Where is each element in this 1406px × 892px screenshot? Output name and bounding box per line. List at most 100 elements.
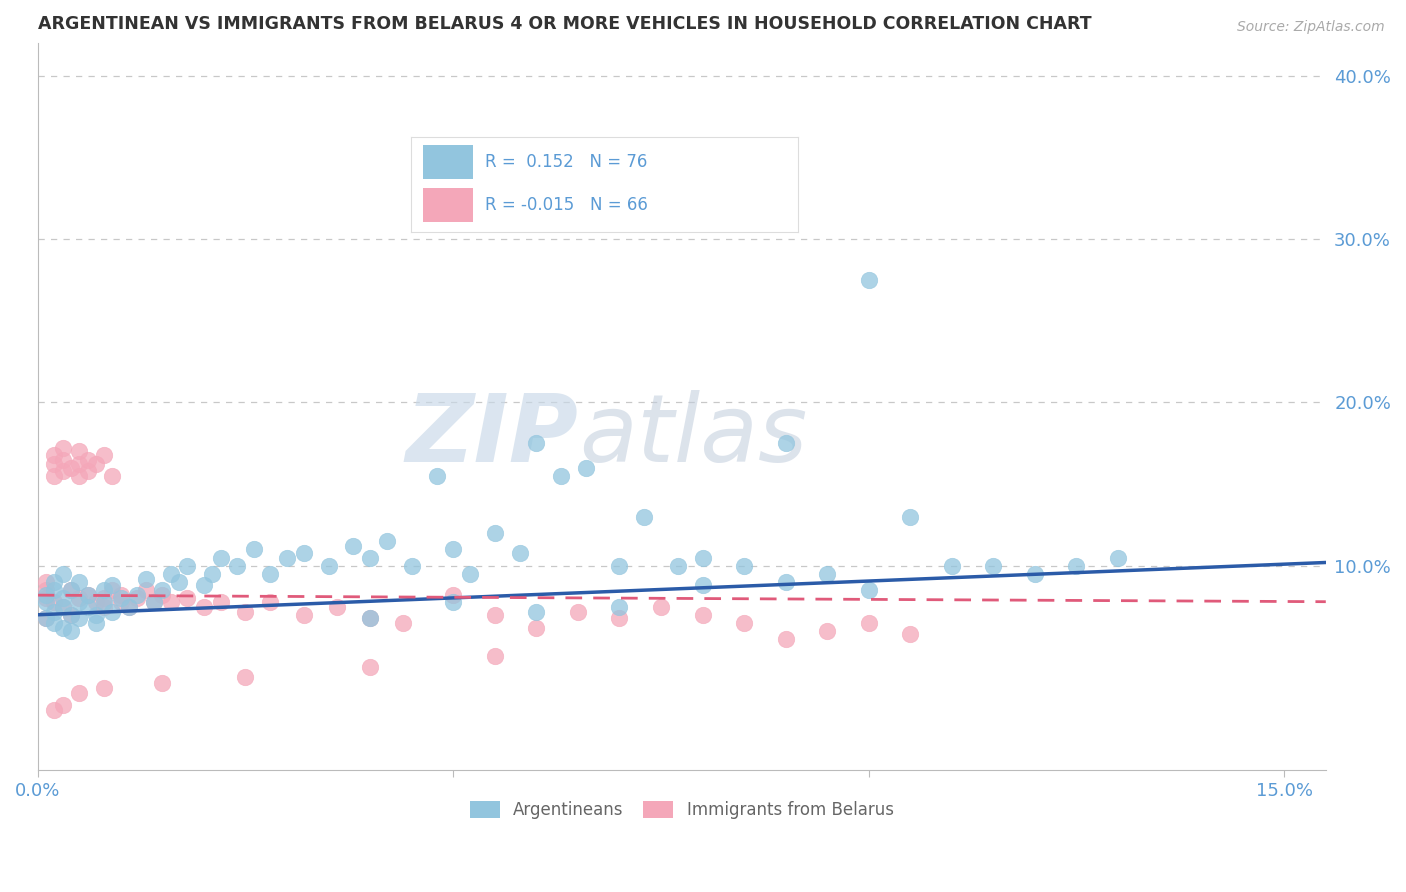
Point (441, 595, 464, 609)
Point (44, 615, 66, 630)
Point (35, 591, 58, 606)
Point (76, 599, 98, 614)
Point (44, 575, 66, 590)
Point (550, 469, 572, 483)
Point (524, 605, 547, 619)
Point (101, 583, 124, 598)
Point (52, 452, 75, 467)
Point (135, 572, 157, 586)
Point (159, 595, 181, 609)
Point (276, 550, 298, 565)
Point (93, 681, 115, 696)
Point (484, 607, 506, 622)
Point (35, 588, 58, 602)
Point (733, 558, 755, 573)
Point (84, 615, 107, 630)
Point (775, 632, 797, 647)
Point (1066, 558, 1088, 573)
Point (692, 607, 714, 622)
Point (259, 566, 281, 581)
Point (67, 458, 90, 472)
Point (242, 542, 264, 557)
Point (392, 615, 415, 630)
Point (633, 509, 655, 524)
Point (59, 607, 82, 622)
Point (35, 611, 58, 625)
Point (524, 436, 547, 450)
Point (524, 621, 547, 635)
Point (110, 591, 132, 606)
Point (93, 595, 115, 609)
Point (575, 460, 598, 475)
Point (567, 605, 589, 619)
Point (401, 558, 423, 573)
Point (84, 595, 107, 609)
Point (84, 607, 107, 622)
Point (815, 566, 838, 581)
Point (35, 583, 58, 598)
Point (441, 588, 464, 602)
Point (118, 599, 141, 614)
Point (52, 464, 75, 478)
Point (59, 583, 82, 598)
Point (52, 441, 75, 455)
Point (209, 595, 232, 609)
Point (167, 575, 190, 590)
Point (59, 583, 82, 598)
Point (941, 558, 963, 573)
Point (609, 611, 631, 625)
Point (1024, 566, 1046, 581)
Point (692, 578, 714, 592)
Point (292, 546, 315, 560)
Point (359, 611, 381, 625)
Point (44, 448, 66, 462)
Point (35, 611, 58, 625)
Point (59, 607, 82, 622)
Point (235, 605, 257, 619)
Point (609, 599, 631, 614)
Point (815, 624, 838, 639)
Point (650, 599, 672, 614)
Point (52, 591, 75, 606)
Point (76, 588, 98, 602)
Point (775, 436, 797, 450)
Point (898, 627, 921, 641)
Point (235, 670, 257, 684)
Point (159, 566, 181, 581)
Point (44, 469, 66, 483)
Point (93, 448, 115, 462)
Text: atlas: atlas (579, 390, 807, 481)
Point (76, 464, 98, 478)
Point (359, 550, 381, 565)
Point (983, 558, 1005, 573)
Point (59, 460, 82, 475)
Point (143, 595, 166, 609)
Point (509, 546, 531, 560)
Point (201, 566, 224, 581)
Point (67, 611, 90, 625)
Point (359, 660, 381, 674)
Point (127, 591, 149, 606)
Point (44, 583, 66, 598)
Point (52, 621, 75, 635)
Point (176, 558, 198, 573)
Point (67, 469, 90, 483)
Legend: Argentineans, Immigrants from Belarus: Argentineans, Immigrants from Belarus (461, 792, 903, 827)
Point (101, 578, 124, 592)
Point (441, 542, 464, 557)
Point (52, 599, 75, 614)
Point (52, 698, 75, 712)
Point (67, 591, 90, 606)
Point (101, 605, 124, 619)
Point (733, 615, 755, 630)
Point (292, 607, 315, 622)
Point (666, 558, 689, 573)
Point (176, 591, 198, 606)
Point (1107, 550, 1129, 565)
Point (692, 550, 714, 565)
Point (93, 591, 115, 606)
Point (118, 599, 141, 614)
Point (342, 539, 364, 553)
Point (150, 583, 173, 598)
Point (93, 583, 115, 598)
